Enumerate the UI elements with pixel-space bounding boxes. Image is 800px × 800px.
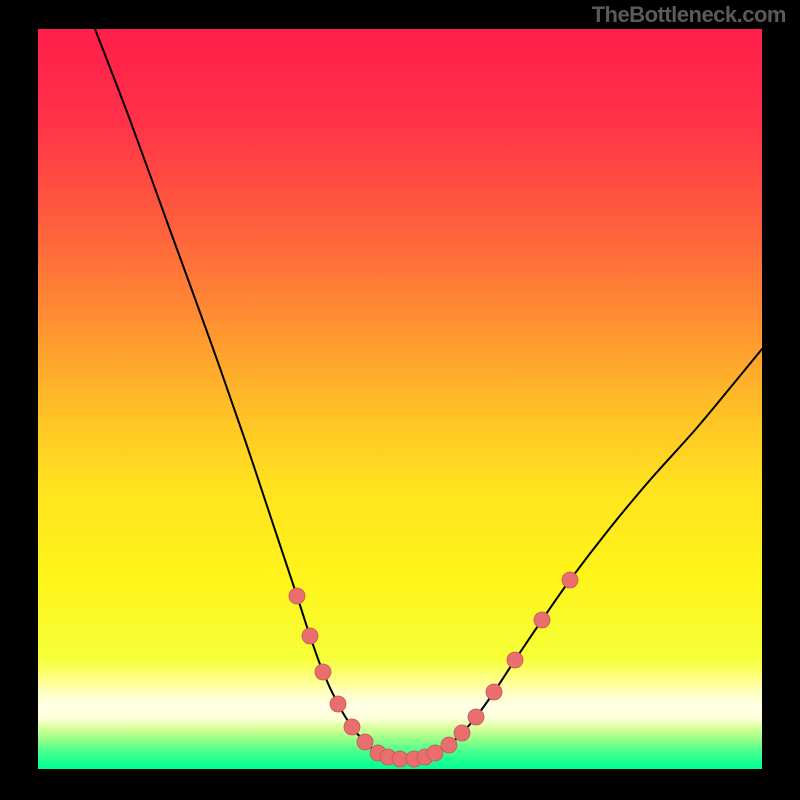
watermark: TheBottleneck.com [592, 2, 786, 28]
watermark-text: TheBottleneck.com [592, 2, 786, 27]
marker-point [330, 696, 346, 712]
marker-point [344, 719, 360, 735]
marker-point [289, 588, 305, 604]
marker-point [534, 612, 550, 628]
marker-point [315, 664, 331, 680]
chart [0, 0, 800, 800]
marker-point [427, 745, 443, 761]
marker-point [302, 628, 318, 644]
plot-background [38, 29, 762, 769]
marker-point [562, 572, 578, 588]
marker-point [454, 725, 470, 741]
marker-point [486, 684, 502, 700]
marker-point [357, 734, 373, 750]
marker-point [507, 652, 523, 668]
marker-point [468, 709, 484, 725]
marker-point [441, 737, 457, 753]
